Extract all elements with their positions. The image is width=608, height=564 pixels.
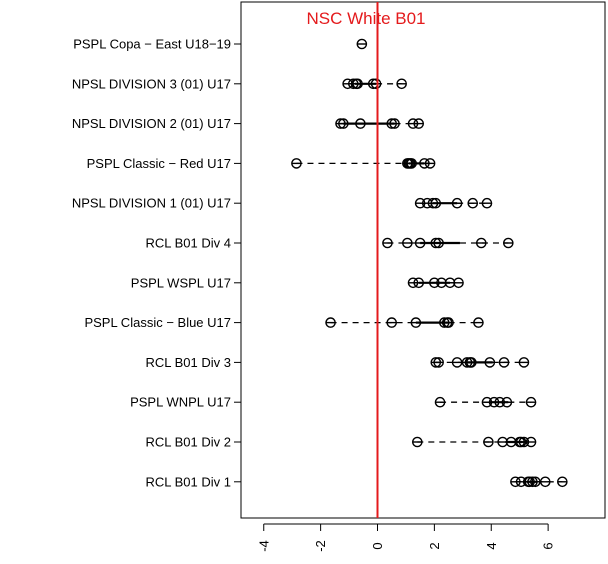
x-tick-label: 2	[427, 542, 442, 549]
x-tick-label: 6	[541, 542, 556, 549]
category-label: RCL B01 Div 3	[146, 355, 232, 370]
x-tick-label: 0	[370, 542, 385, 549]
category-label: RCL B01 Div 2	[146, 435, 232, 450]
category-label: NPSL DIVISION 2 (01) U17	[72, 116, 231, 131]
category-label: PSPL Classic − Red U17	[87, 156, 231, 171]
x-tick-label: -4	[256, 540, 271, 552]
category-label: PSPL WNPL U17	[130, 395, 231, 410]
x-tick-label: -2	[313, 540, 328, 552]
x-axis: -4 -2 0 2 4 6	[256, 523, 556, 552]
plot-area-frame	[240, 1, 606, 519]
point-layer	[291, 38, 568, 488]
category-label: RCL B01 Div 4	[146, 236, 232, 251]
y-axis: PSPL Copa − East U18−19 NPSL DIVISION 3 (…	[72, 37, 241, 489]
category-label: PSPL WSPL U17	[131, 275, 231, 290]
category-label: NPSL DIVISION 3 (01) U17	[72, 76, 231, 91]
category-label: PSPL Classic − Blue U17	[84, 315, 231, 330]
category-label: RCL B01 Div 1	[146, 474, 232, 489]
reference-label: NSC White B01	[306, 9, 425, 28]
category-label: PSPL Copa − East U18−19	[73, 37, 231, 52]
x-tick-label: 4	[484, 542, 499, 549]
category-label: NPSL DIVISION 1 (01) U17	[72, 196, 231, 211]
